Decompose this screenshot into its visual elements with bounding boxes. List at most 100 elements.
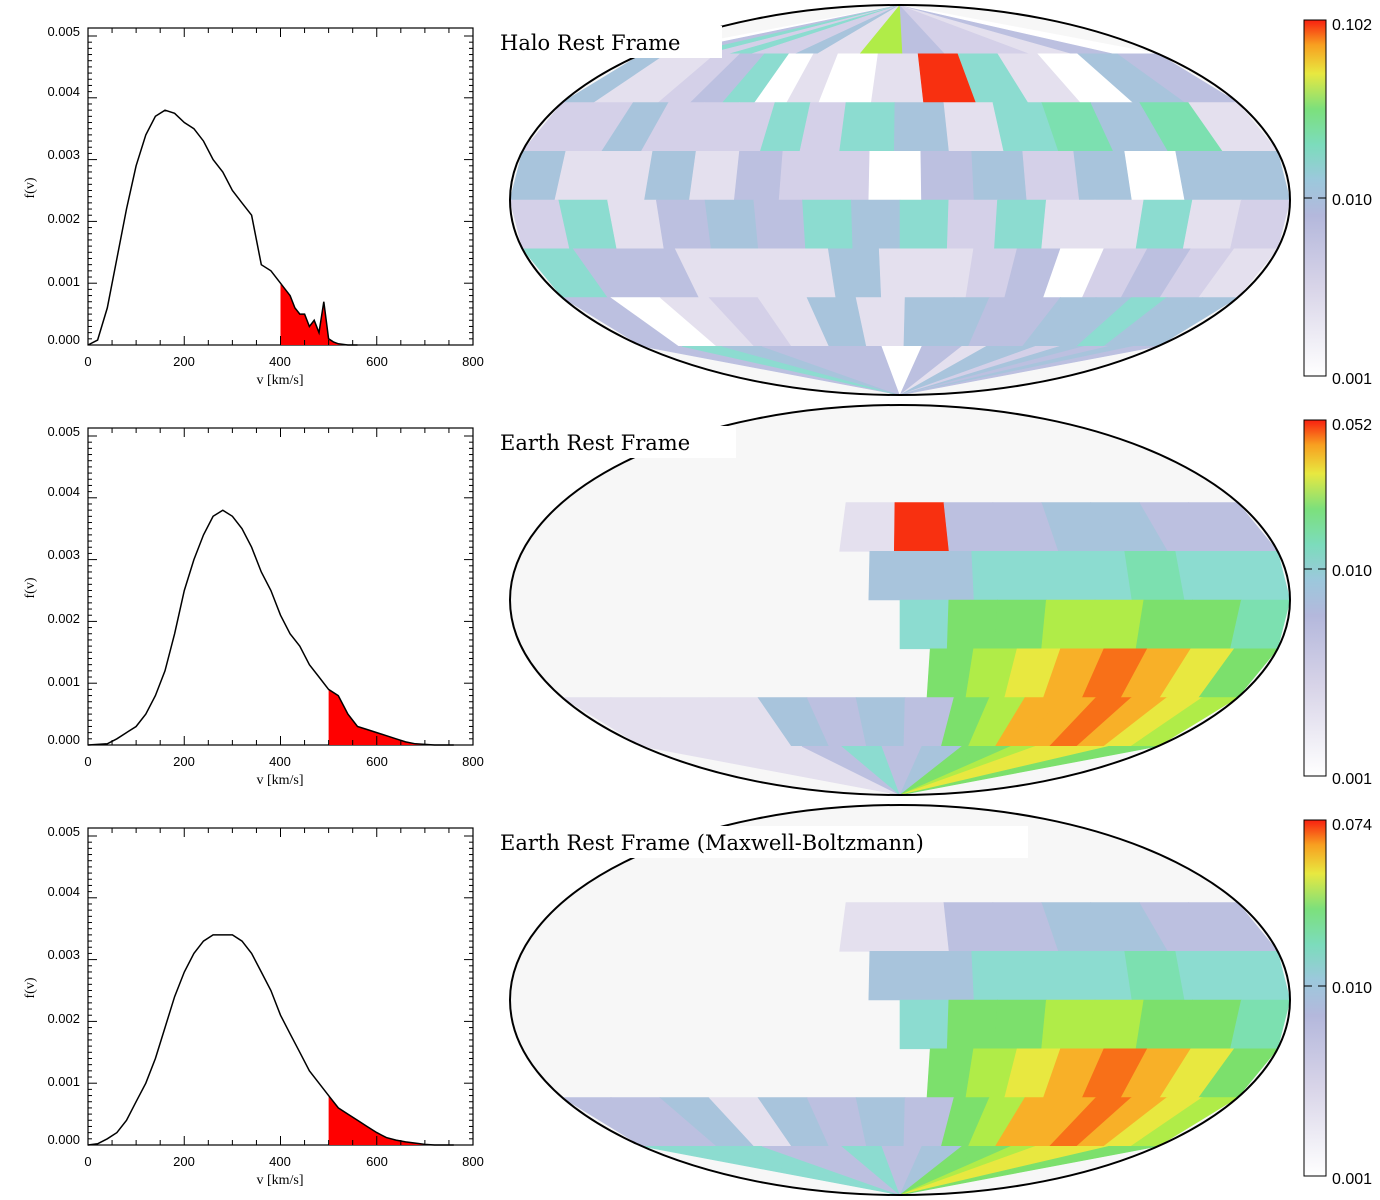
map-cell [946,999,998,1050]
map-cell [1088,199,1145,250]
map-cell [1073,950,1133,1001]
x-tick-label: 600 [366,754,388,769]
colorbar-gradient [1303,419,1327,777]
y-tick-label: 0.005 [47,424,80,439]
y-tick-label: 0.000 [47,732,80,747]
colorbar-min: 0.001 [1332,371,1372,388]
map-cell [1041,999,1096,1050]
y-tick-label: 0.001 [47,674,80,689]
map-cell [1124,151,1186,201]
map-cell [899,199,950,250]
map-cell [946,199,998,250]
map-cell [868,151,922,201]
colorbar-max: 0.074 [1332,817,1372,834]
y-tick-label: 0.001 [47,1074,80,1089]
map-cell [1124,550,1186,601]
map-cell [778,151,827,201]
map-cell [1088,599,1145,650]
map-cell [1022,550,1080,601]
title-backdrop [496,26,722,58]
tail-fill [328,1095,454,1145]
plot-frame [87,827,474,1146]
y-tick-label: 0.003 [47,147,80,162]
map-cell [1135,599,1193,650]
map-cell [868,950,922,1001]
map-cell [599,151,654,201]
plot-frame [87,427,474,746]
distribution-curve [87,109,358,346]
axis-ticks [87,428,474,746]
y-tick-label: 0.002 [47,1011,80,1026]
y-tick-label: 0.000 [47,332,80,347]
map-title: Earth Rest Frame [500,431,690,455]
x-tick-label: 0 [84,1154,91,1169]
map-outline [509,804,1291,1196]
y-tick-label: 0.002 [47,611,80,626]
y-tick-label: 0.004 [47,84,80,99]
colorbar-mid: 0.010 [1332,563,1372,580]
sky-map-2: Earth Rest Frame [496,404,1291,796]
map-cell [839,102,896,152]
map-cell [823,151,871,201]
map-title: Earth Rest Frame (Maxwell-Boltzmann) [500,831,924,855]
map-cell [1022,151,1080,201]
map-cell [644,151,697,201]
colorbar-3: 0.074 0.010 0.001 [1303,817,1372,1188]
colorbar-max: 0.102 [1332,17,1372,34]
map-cell [607,199,665,250]
map-cell [899,345,1159,395]
y-tick-label: 0.003 [47,947,80,962]
distribution-curve [87,509,454,746]
axis-ticks [87,828,474,1146]
map-cell [1073,151,1133,201]
tail-area [328,1095,454,1145]
map-cells [510,805,1290,1195]
y-tick-label: 0.000 [47,1132,80,1147]
map-cell [920,151,975,201]
map-cell [893,902,950,952]
map-cell [920,950,975,1001]
x-axis-label: v [km/s] [256,1173,303,1188]
colorbar-min: 0.001 [1332,771,1372,788]
map-cell [926,1048,974,1098]
map-cell [971,550,1028,601]
y-axis-label: f(v) [23,577,38,598]
map-cell [926,648,974,698]
x-tick-label: 0 [84,754,91,769]
map-cell [971,950,1028,1001]
map-cell [893,502,950,552]
map-cell [1135,999,1193,1050]
map-cell [899,745,1159,795]
map-cell [1041,199,1096,250]
x-tick-label: 800 [462,1154,484,1169]
tail-area [280,283,358,345]
distribution-curve [87,934,454,1146]
map-cell [994,199,1047,250]
tail-fill [280,283,358,345]
axis-ticks [87,28,474,346]
map-cell [1226,950,1290,1001]
x-tick-label: 600 [366,1154,388,1169]
colorbar-2: 0.052 0.010 0.001 [1303,417,1372,788]
map-cell [899,599,950,650]
map-cell [899,999,950,1050]
map-cell [1073,550,1133,601]
map-cell [1226,550,1290,601]
velocity-plot-3: 0.000 0.001 0.002 0.003 0.004 0.005 0 20… [23,824,484,1188]
colorbar-max: 0.052 [1332,417,1372,434]
map-cell [893,102,950,152]
map-cell [655,199,712,250]
x-tick-label: 800 [462,754,484,769]
x-axis-label: v [km/s] [256,773,303,788]
y-tick-label: 0.002 [47,211,80,226]
tail-fill [328,689,454,745]
map-cell [1041,599,1096,650]
x-tick-label: 400 [269,354,291,369]
colorbar-mid: 0.010 [1332,980,1372,997]
x-tick-label: 200 [173,1154,195,1169]
colorbar-gradient [1303,819,1327,1177]
map-cell [1124,950,1186,1001]
map-cell [899,1146,1159,1195]
map-cell [733,151,784,201]
